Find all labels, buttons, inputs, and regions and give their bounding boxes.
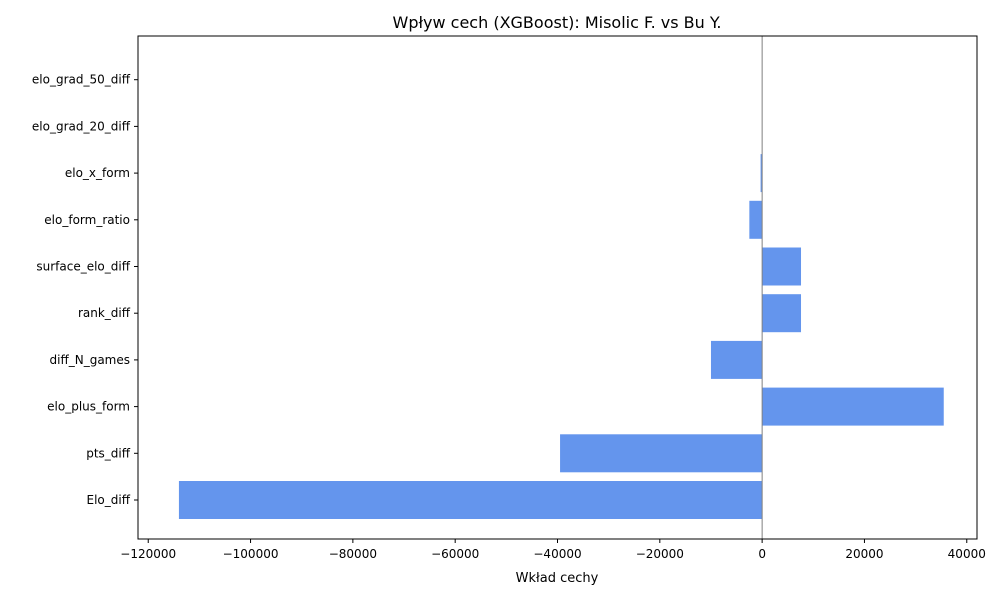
- x-tick-label: −80000: [329, 547, 377, 561]
- y-tick-label: diff_N_games: [50, 353, 131, 367]
- bar-surface_elo_diff: [762, 247, 802, 286]
- bar-pts_diff: [560, 434, 763, 473]
- x-tick-label: −100000: [223, 547, 279, 561]
- bar-elo_x_form: [760, 154, 763, 193]
- y-axis: Elo_diff pts_diff elo_plus_form diff_N_game…: [32, 73, 138, 507]
- x-axis-label: Wkład cechy: [516, 571, 599, 586]
- bar-elo_form_ratio: [749, 200, 763, 239]
- x-tick-label: −40000: [533, 547, 581, 561]
- plot-frame: [137, 35, 978, 540]
- y-tick-label: elo_grad_20_diff: [32, 119, 131, 133]
- y-tick-label: elo_grad_50_diff: [32, 73, 131, 87]
- y-tick-label: surface_elo_diff: [36, 260, 130, 274]
- y-tick-label: elo_plus_form: [47, 400, 130, 414]
- bar-Elo_diff: [178, 481, 763, 519]
- x-tick-label: 20000: [845, 547, 883, 561]
- y-tick-label: elo_form_ratio: [44, 213, 130, 227]
- x-tick-label: −60000: [431, 547, 479, 561]
- x-tick-label: −120000: [120, 547, 176, 561]
- y-tick-label: Elo_diff: [87, 493, 131, 507]
- x-tick-label: −20000: [636, 547, 684, 561]
- bar-diff_N_games: [710, 340, 763, 379]
- y-tick-label: elo_x_form: [65, 166, 130, 180]
- y-tick-label: rank_diff: [78, 306, 131, 320]
- bar-elo_plus_form: [762, 387, 944, 426]
- bars-group: [178, 154, 944, 519]
- x-tick-label: 0: [758, 547, 766, 561]
- x-axis: −120000 −100000 −80000 −60000 −40000 −20000 0 2…: [120, 539, 986, 561]
- y-tick-label: pts_diff: [86, 446, 131, 460]
- x-tick-label: 40000: [948, 547, 986, 561]
- bar-rank_diff: [762, 294, 802, 333]
- chart-title: Wpływ cech (XGBoost): Misolic F. vs Bu Y…: [393, 13, 722, 32]
